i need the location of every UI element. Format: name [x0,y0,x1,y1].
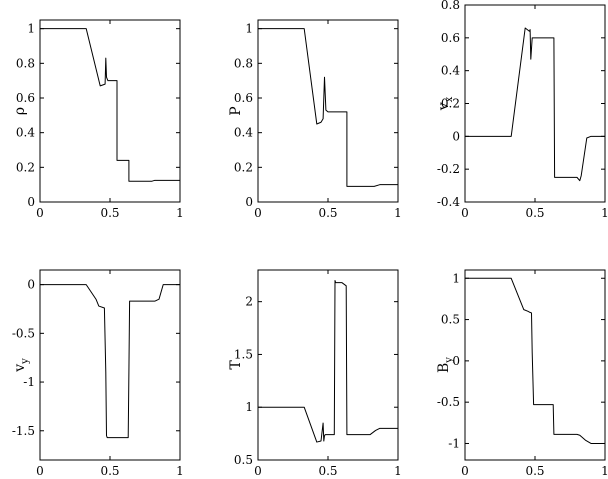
chart-panel-1: 0 0.5 1 0 0.2 0.4 0.6 0.8 1 ρ [12,19,184,220]
y-tick-label: 1 [245,400,253,414]
y-axis-label-text: P [228,106,244,115]
chart-panel-3: 0 0.5 1 -0.4 -0.2 0 0.2 0.4 0.6 0.8 vx [436,0,608,220]
y-axis-label: T [228,360,244,370]
x-tick-label: 0.5 [100,206,119,220]
y-axis-label: P [228,106,244,115]
plot-frame [39,19,181,203]
y-tick-label: 0.6 [16,91,35,105]
y-tick-label: 0.4 [234,126,253,140]
series-line-1 [40,28,180,182]
y-tick-label: 1.5 [234,347,253,361]
y-tick-label: -0.2 [437,162,460,176]
y-tick-label: 0 [27,195,35,209]
y-tick-label: 2 [245,295,253,309]
x-tick-label: 1 [394,206,402,220]
y-tick-label: 0.2 [234,160,253,174]
x-tick-label: 0.5 [318,464,337,478]
x-tick-label: 0.5 [318,206,337,220]
y-axis-label-text: ρ [12,107,28,115]
y-tick-label: 0.2 [441,97,460,111]
y-tick-label: 0.5 [441,313,460,327]
y-axis-label: vy [12,358,31,373]
y-axis-label-text: B [436,363,452,373]
y-tick-label: 0 [245,195,253,209]
chart-panel-2: 0 0.5 1 0 0.2 0.4 0.6 0.8 1 P [228,19,402,220]
plot-frame [464,269,606,461]
series-line-1 [258,28,398,187]
y-tick-label: 0 [27,278,35,292]
y-tick-label: 0.5 [234,453,253,467]
y-tick-label: 0.4 [16,126,35,140]
chart-panel-6: 0 0.5 1 -1 -0.5 0 0.5 1 By [436,269,608,478]
y-axis-label-text: T [228,360,244,370]
series-line-1 [465,277,605,444]
y-axis-label-subscript: y [444,357,455,364]
y-tick-label: 1 [245,22,253,36]
x-tick-label: 1 [601,206,608,220]
y-axis-label: ρ [12,107,28,115]
y-tick-label: -1 [448,436,460,450]
x-tick-label: 1 [394,464,402,478]
y-axis-label-subscript: x [444,96,455,102]
chart-panel-4: 0 0.5 1 -1.5 -1 -0.5 0 vy [12,269,184,478]
x-tick-label: 0 [461,464,469,478]
chart-panel-5: 0 0.5 10.511.52T [228,269,402,478]
x-tick-label: 1 [601,464,608,478]
y-tick-label: 0.2 [16,160,35,174]
y-tick-label: 0 [452,354,460,368]
y-axis-label-text: v [436,102,452,111]
series-line-1 [40,284,180,439]
series-line-1 [465,27,605,182]
x-tick-label: 0 [254,464,262,478]
plot-frame [257,269,399,461]
x-tick-label: 0.5 [100,464,119,478]
y-tick-label: -0.5 [437,395,460,409]
x-tick-label: 1 [176,464,184,478]
y-tick-label: 0.8 [16,56,35,70]
y-tick-label: 0 [452,129,460,143]
x-tick-label: 0 [461,206,469,220]
x-tick-label: 0 [36,464,44,478]
y-tick-label: 0.8 [441,0,460,12]
x-tick-label: 1 [176,206,184,220]
series-line-1 [258,280,398,443]
x-tick-label: 0.5 [525,206,544,220]
x-tick-label: 0 [254,206,262,220]
x-tick-label: 0 [36,206,44,220]
plot-frame [257,19,399,203]
x-tick-label: 0.5 [525,464,544,478]
y-axis-label: By [436,357,455,373]
y-tick-label: -1.5 [12,424,35,438]
y-tick-label: 0.6 [441,31,460,45]
y-tick-label: 1 [27,22,35,36]
y-tick-label: -0.5 [12,326,35,340]
y-tick-label: -0.4 [437,195,461,209]
y-tick-label: 0.4 [441,64,460,78]
y-tick-label: 0.8 [234,56,253,70]
y-tick-label: 1 [452,271,460,285]
plot-frame [464,4,606,203]
y-tick-label: 0.6 [234,91,253,105]
y-tick-label: -1 [23,375,35,389]
y-axis-label-text: v [12,364,28,373]
y-axis-label-subscript: y [20,358,31,365]
y-axis-label: vx [436,96,455,111]
